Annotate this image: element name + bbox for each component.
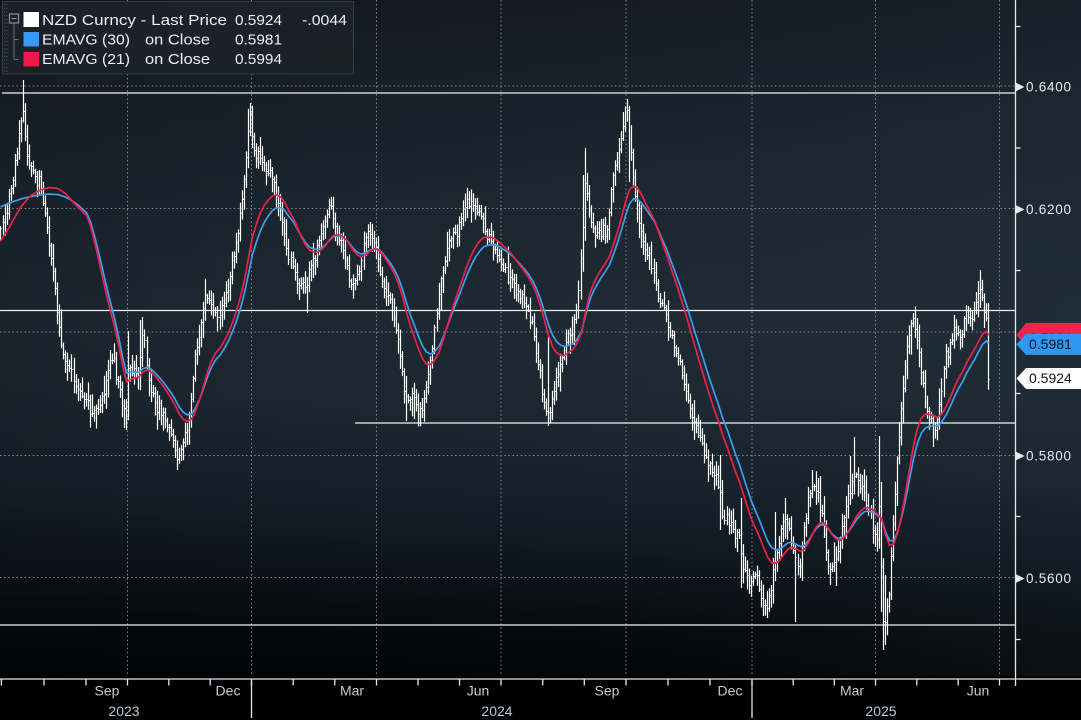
svg-text:Jun: Jun: [967, 683, 990, 699]
svg-text:-.0044: -.0044: [302, 12, 347, 29]
svg-text:Sep: Sep: [95, 683, 120, 699]
svg-text:NZD Curncy - Last Price: NZD Curncy - Last Price: [42, 12, 227, 29]
svg-text:2023: 2023: [108, 703, 139, 719]
svg-text:0.5994: 0.5994: [235, 51, 282, 68]
svg-text:EMAVG (21): EMAVG (21): [42, 51, 130, 68]
svg-text:on Close: on Close: [145, 32, 210, 49]
svg-text:Mar: Mar: [840, 683, 864, 699]
svg-text:0.6200: 0.6200: [1026, 202, 1071, 217]
svg-text:Sep: Sep: [595, 683, 620, 699]
svg-text:Dec: Dec: [718, 683, 743, 699]
svg-text:EMAVG (30): EMAVG (30): [42, 32, 130, 49]
svg-text:0.5924: 0.5924: [235, 12, 282, 29]
svg-text:2025: 2025: [865, 703, 896, 719]
svg-text:Dec: Dec: [216, 683, 241, 699]
svg-text:0.5800: 0.5800: [1026, 449, 1071, 464]
svg-text:2024: 2024: [481, 703, 512, 719]
svg-text:Jun: Jun: [467, 683, 490, 699]
svg-text:0.5981: 0.5981: [235, 32, 282, 49]
svg-text:on Close: on Close: [145, 51, 210, 68]
svg-text:0.6400: 0.6400: [1026, 80, 1071, 95]
svg-text:0.5924: 0.5924: [1029, 370, 1072, 386]
svg-text:Mar: Mar: [340, 683, 364, 699]
svg-text:0.5600: 0.5600: [1026, 571, 1071, 586]
svg-text:0.5981: 0.5981: [1029, 336, 1072, 352]
